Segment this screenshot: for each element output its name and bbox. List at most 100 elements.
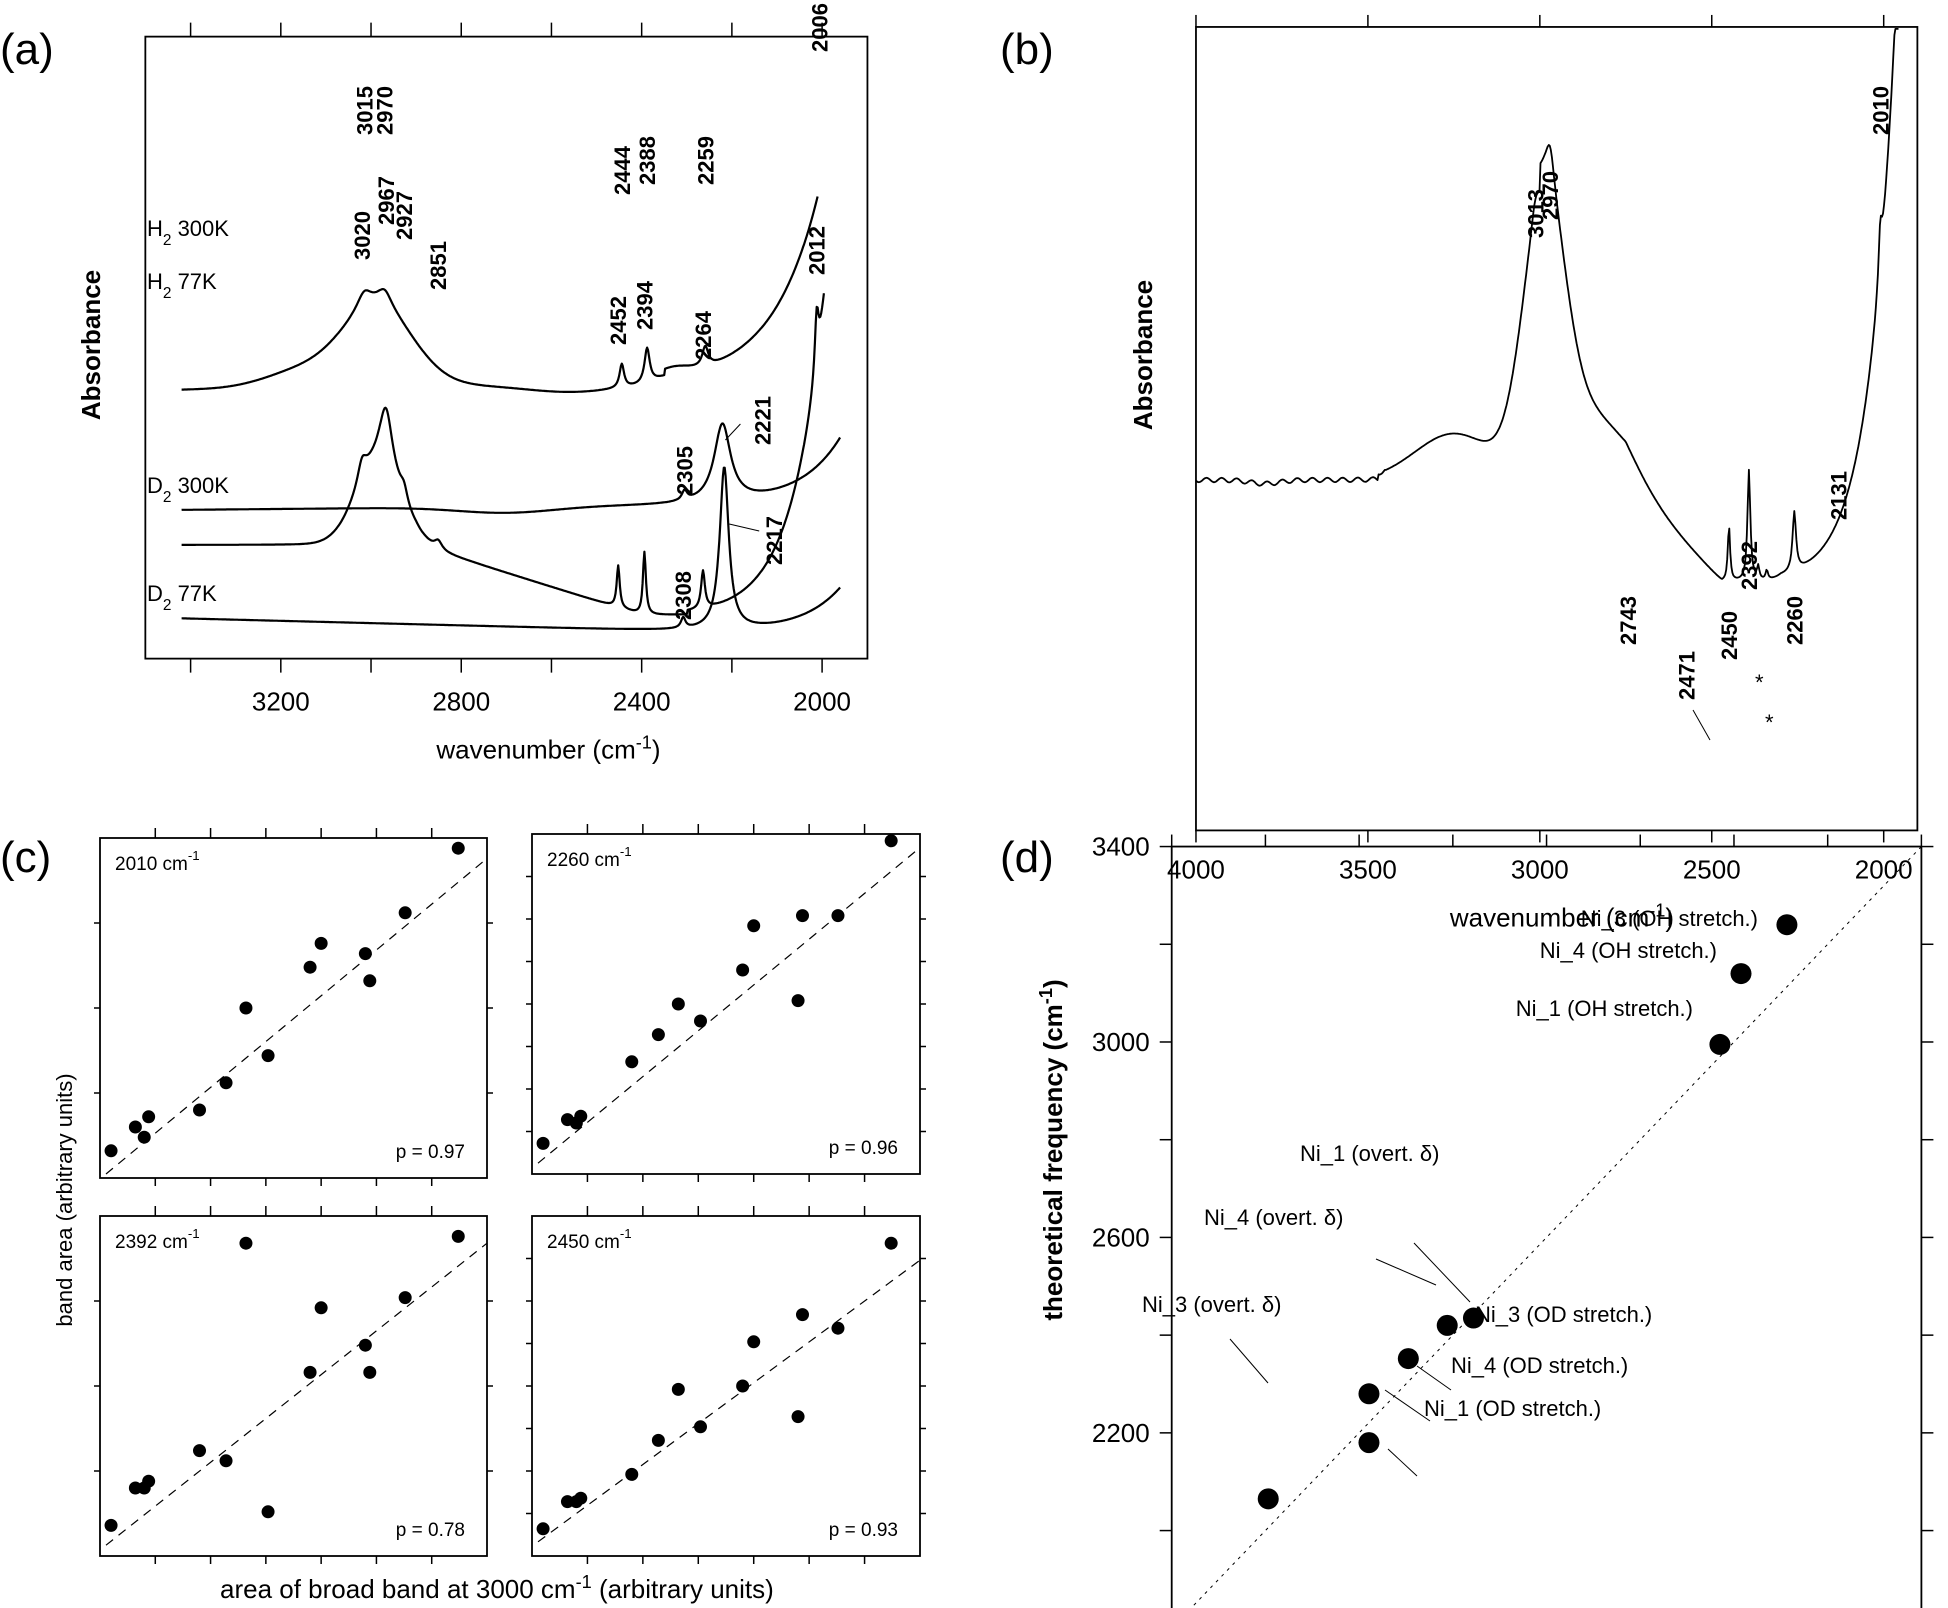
panel-a-peak-label: 2221 <box>750 396 775 445</box>
panel-c-data-point <box>625 1055 639 1069</box>
panel-a-peak-label: 2305 <box>673 446 698 495</box>
panel-d-data-point <box>1776 914 1798 936</box>
panel-d-ytick-label: 2200 <box>1092 1418 1150 1448</box>
panel-d-data-point <box>1462 1307 1484 1329</box>
panel-b-leader-2471 <box>1692 709 1711 741</box>
panel-a-xtick-label: 2800 <box>432 687 490 717</box>
panel-d-leader-line <box>1384 1389 1431 1422</box>
spectrum-d2-77k <box>181 466 841 631</box>
panel-d-point-label: Ni_1 (OH stretch.) <box>1516 996 1693 1021</box>
panel-a-peak-label: 3020 <box>350 211 375 260</box>
panel-d-point-label: Ni_1 (OD stretch.) <box>1424 1396 1601 1421</box>
panel-a-series-label: D2 300K <box>147 473 229 506</box>
panel-a-peak-label: 2308 <box>671 571 696 620</box>
panel-a-peak-label: 2006 <box>807 3 832 52</box>
panel-a-peak-label: 2970 <box>373 86 398 135</box>
panel-d-point-label: Ni_4 (OD stretch.) <box>1451 1353 1628 1378</box>
panel-b-label: (b) <box>1000 25 1054 74</box>
panel-c-data-point <box>128 1120 142 1134</box>
spectrum-h2-77k <box>181 293 825 616</box>
panel-c-data-point <box>451 1229 465 1243</box>
panel-a-peak-label: 2927 <box>392 191 417 240</box>
panel-b-frame <box>1195 26 1919 832</box>
panel-d-leader-line <box>1229 1338 1269 1384</box>
panel-c-p-value: p = 0.96 <box>829 1138 898 1159</box>
panel-c-data-point <box>261 1505 275 1519</box>
panel-b-peak-label: 2260 <box>1782 596 1807 645</box>
panel-c-data-point <box>795 1308 809 1322</box>
panel-d-leader-line <box>1413 1242 1471 1303</box>
panel-c-fit-line <box>105 857 488 1175</box>
panel-b-xtick-label: 4000 <box>1167 854 1225 884</box>
panel-b-peak-label: 2471 <box>1675 651 1700 700</box>
panel-c-data-point <box>694 1014 708 1028</box>
panel-d-ytick-label: 3000 <box>1092 1027 1150 1057</box>
panel-c-data-point <box>791 994 805 1008</box>
panel-c-data-point <box>651 1433 665 1447</box>
panel-d-point-label: Ni_4 (OH stretch.) <box>1540 938 1717 963</box>
panel-a-label: (a) <box>0 25 54 74</box>
panel-c-data-point <box>736 963 750 977</box>
panel-c-subplot-frame <box>99 837 488 1179</box>
panel-a-series-label: H2 300K <box>147 216 229 249</box>
panel-a-peak-label: 2259 <box>693 136 718 185</box>
panel-a-peak-label: 3015 <box>352 86 377 135</box>
panel-c-data-point <box>747 919 761 933</box>
panel-d-point-label: Ni_3 (OH stretch.) <box>1581 906 1758 931</box>
panel-b-xtick-label: 2500 <box>1683 854 1741 884</box>
panel-a-peak-label: 2851 <box>426 241 451 290</box>
panel-a-leader-2221 <box>725 423 741 441</box>
panel-c-data-point <box>795 909 809 923</box>
panel-d-ylabel: theoretical frequency (cm-1) <box>1036 979 1068 1320</box>
panel-c-subplot-title: 2392 cm-1 <box>115 1226 200 1253</box>
panel-c-data-point <box>736 1379 750 1393</box>
panel-c-data-point <box>694 1420 708 1434</box>
panel-d-data-point <box>1709 1033 1731 1055</box>
panel-c-subplot-title: 2010 cm-1 <box>115 848 200 875</box>
panel-c-subplot-title: 2260 cm-1 <box>547 844 632 871</box>
panel-b-star-marker: * <box>1755 670 1764 695</box>
panel-d-point-label: Ni_1 (overt. δ) <box>1300 1141 1439 1166</box>
panel-b-xtick-label: 3500 <box>1339 854 1397 884</box>
panel-a-ylabel: Absorbance <box>76 270 106 420</box>
panel-c-data-point <box>536 1522 550 1536</box>
panel-c-p-value: p = 0.97 <box>396 1142 465 1163</box>
panel-b-ylabel: Absorbance <box>1128 280 1158 430</box>
panel-d-data-point <box>1257 1488 1279 1510</box>
panel-b-peak-label: 2450 <box>1717 611 1742 660</box>
panel-d-data-point <box>1730 963 1752 985</box>
panel-c-data-point <box>137 1130 151 1144</box>
panel-d-data-point <box>1397 1348 1419 1370</box>
panel-c-data-point <box>398 1291 412 1305</box>
panel-c-fit-line <box>537 1259 921 1543</box>
panel-b-peak-label: 2743 <box>1616 596 1641 645</box>
panel-d-ytick-label: 2600 <box>1092 1222 1150 1252</box>
panel-c-fit-line <box>537 847 921 1164</box>
panel-c-data-point <box>261 1049 275 1063</box>
panel-d-leader-line <box>1416 1365 1452 1391</box>
panel-a-xtick-label: 2400 <box>613 687 671 717</box>
panel-d-point-label: Ni_3 (OD stretch.) <box>1475 1302 1652 1327</box>
panel-c-ylabel: band area (arbitrary units) <box>52 1073 77 1326</box>
panel-a-xtick-label: 2000 <box>793 687 851 717</box>
panel-c-xlabel: area of broad band at 3000 cm-1 (arbitra… <box>220 1572 774 1604</box>
panel-c-data-point <box>142 1110 156 1124</box>
panel-d-data-point <box>1358 1383 1380 1405</box>
panel-b-star-marker: * <box>1765 710 1774 735</box>
panel-c-data-point <box>671 1382 685 1396</box>
panel-c-data-point <box>104 1144 118 1158</box>
panel-d-ytick-label: 3400 <box>1092 832 1150 862</box>
panel-c-data-point <box>303 1365 317 1379</box>
panel-c-data-point <box>358 947 372 961</box>
panel-d-label: (d) <box>1000 833 1054 882</box>
panel-d-point-label: Ni_4 (overt. δ) <box>1204 1205 1343 1230</box>
panel-c-data-point <box>193 1103 207 1117</box>
panel-c-data-point <box>219 1454 233 1468</box>
panel-d-data-point <box>1436 1314 1458 1336</box>
panel-c-p-value: p = 0.78 <box>396 1520 465 1541</box>
panel-a-peak-label: 2264 <box>691 310 716 360</box>
panel-c-p-value: p = 0.93 <box>829 1520 898 1541</box>
panel-d-leader-line <box>1387 1448 1418 1477</box>
panel-b-xtick-label: 3000 <box>1511 854 1569 884</box>
